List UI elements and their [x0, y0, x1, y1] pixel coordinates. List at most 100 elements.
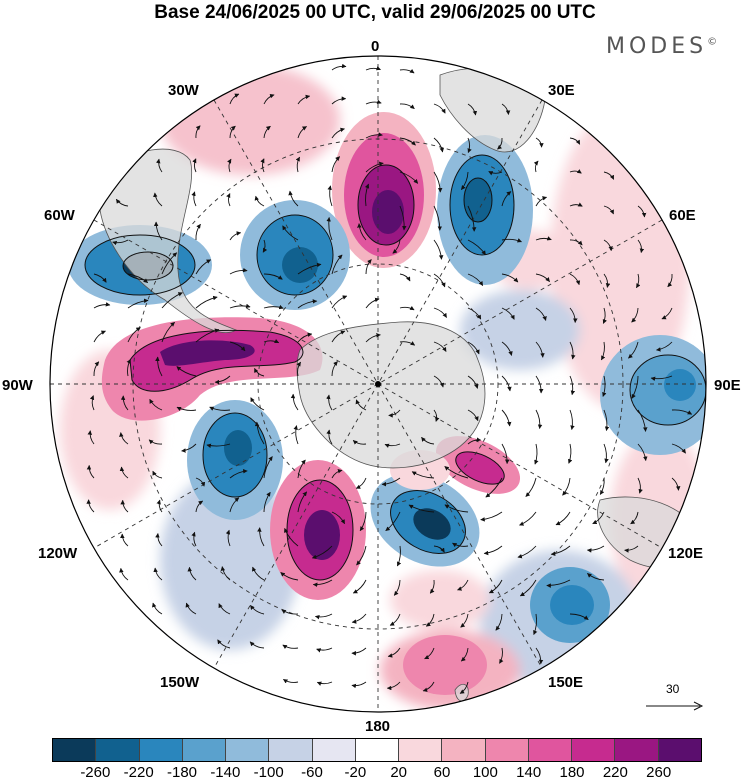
- low-east-atlantic: [437, 135, 533, 285]
- south-america: [99, 148, 237, 334]
- wind-vector-arrow: [425, 613, 435, 627]
- wind-vector-arrow: [422, 681, 435, 692]
- colorbar-swatch: [312, 739, 356, 761]
- lon-label-0: 0: [371, 38, 380, 55]
- wind-vector-arrow: [295, 156, 300, 173]
- wind-vector-arrow: [284, 527, 299, 547]
- wind-vector-arrow: [229, 303, 251, 309]
- wind-vector-arrow: [229, 125, 236, 139]
- wind-vector-arrow: [331, 96, 347, 105]
- wind-vector-arrow: [153, 192, 163, 207]
- wind-vector-arrow: [153, 567, 163, 581]
- wind-vector-arrow: [263, 125, 271, 139]
- wind-vector-arrow: [192, 158, 197, 173]
- lon-label-90e: 90E: [714, 377, 741, 394]
- wind-vector-arrow: [195, 125, 201, 139]
- wind-vectors: [86, 63, 693, 694]
- colorbar-swatch: [658, 739, 701, 761]
- wind-vector-arrow: [331, 468, 343, 479]
- wind-vector-arrow: [288, 190, 299, 207]
- lon-label-90w: 90W: [2, 377, 33, 394]
- wind-vector-arrow: [263, 93, 275, 105]
- wind-vector-arrow: [460, 647, 469, 662]
- wind-vector-arrow: [127, 327, 141, 343]
- wind-vector-arrow: [252, 566, 265, 581]
- wind-vector-arrow: [631, 307, 639, 323]
- wind-vector-arrow: [283, 679, 299, 684]
- wind-vector-arrow: [569, 375, 576, 396]
- wind-vector-arrow: [399, 205, 407, 231]
- wind-vector-arrow: [562, 477, 571, 496]
- wind-vector-arrow: [393, 579, 401, 596]
- wind-vector-arrow: [280, 572, 299, 581]
- wind-vector-arrow: [119, 432, 129, 445]
- colorbar-tick-label: 220: [602, 764, 628, 781]
- wind-vector-arrow: [384, 443, 401, 448]
- colorbar-tick-label: -220: [123, 764, 154, 781]
- wind-vector-arrow: [421, 436, 435, 445]
- wind-vector-arrow: [93, 273, 107, 283]
- wind-vector-arrow: [637, 239, 645, 254]
- wind-vector-arrow: [599, 477, 605, 495]
- wind-vector-arrow: [424, 647, 435, 660]
- wind-vector-arrow: [444, 504, 469, 513]
- lon-label-60w: 60W: [44, 207, 75, 224]
- wind-vector-arrow: [603, 205, 614, 215]
- wind-vector-arrow: [86, 464, 95, 479]
- wind-vector-arrow: [603, 239, 613, 251]
- wind-vector-arrow: [316, 647, 333, 653]
- polar-map: [49, 55, 707, 713]
- wind-vector-arrow: [127, 298, 149, 309]
- map-border: [49, 55, 707, 713]
- wind-vector-arrow: [467, 239, 486, 256]
- wind-vector-arrow: [195, 477, 206, 487]
- wind-vector-arrow: [220, 566, 231, 581]
- wind-vector-arrow: [127, 273, 149, 284]
- wind-vector-arrow: [119, 466, 129, 479]
- wind-vector-arrow: [460, 171, 469, 190]
- lon-label-120e: 120E: [668, 545, 704, 562]
- wind-vector-arrow: [364, 183, 370, 207]
- wind-vector-arrow: [535, 236, 552, 241]
- colorbar-swatch: [355, 739, 400, 761]
- wind-vector-arrow: [87, 430, 95, 445]
- contour-lines: [84, 154, 706, 581]
- wind-vector-arrow: [229, 341, 246, 352]
- wind-vector-arrow: [550, 545, 571, 556]
- wind-vector-arrow: [386, 681, 401, 691]
- wind-vector-arrow: [533, 160, 539, 173]
- wind-vector-arrow: [637, 205, 647, 218]
- wind-vector-arrow: [396, 545, 402, 567]
- colorbar-swatch: [269, 739, 313, 761]
- wind-vector-arrow: [326, 394, 333, 411]
- wind-vector-arrow: [399, 273, 411, 282]
- wind-vector-arrow: [483, 545, 503, 556]
- wind-vector-arrow: [399, 305, 415, 311]
- wind-vector-arrow: [467, 103, 478, 116]
- wind-vector-arrow: [630, 511, 639, 525]
- lon-label-30e: 30E: [548, 82, 575, 99]
- wind-vector-arrow: [293, 425, 299, 445]
- wind-vector-arrow: [331, 295, 348, 309]
- wind-vector-arrow: [586, 545, 605, 553]
- wind-vector-arrow: [467, 437, 482, 445]
- wind-vector-arrow: [433, 273, 446, 288]
- wind-vector-arrow: [195, 223, 201, 241]
- wind-vector-arrow: [217, 639, 231, 649]
- wind-vector-arrow: [229, 267, 248, 275]
- wind-vector-arrow: [263, 491, 271, 513]
- wind-vector-arrow: [152, 470, 163, 479]
- wind-vector-arrow: [331, 127, 345, 139]
- wind-vector-arrow: [457, 579, 469, 591]
- wind-vector-arrow: [628, 341, 639, 359]
- low-amundsen: [187, 400, 283, 520]
- reference-vector-label: 30: [666, 682, 680, 696]
- wind-vector-arrow: [126, 359, 131, 377]
- wind-vector-arrow: [314, 613, 333, 620]
- wind-vector-arrow: [331, 63, 347, 71]
- wind-vector-arrow: [495, 613, 503, 631]
- wind-vector-arrow: [297, 94, 311, 105]
- wind-vector-arrow: [93, 330, 106, 343]
- wind-vector-arrow: [501, 375, 512, 392]
- wind-vector-arrow: [355, 399, 367, 411]
